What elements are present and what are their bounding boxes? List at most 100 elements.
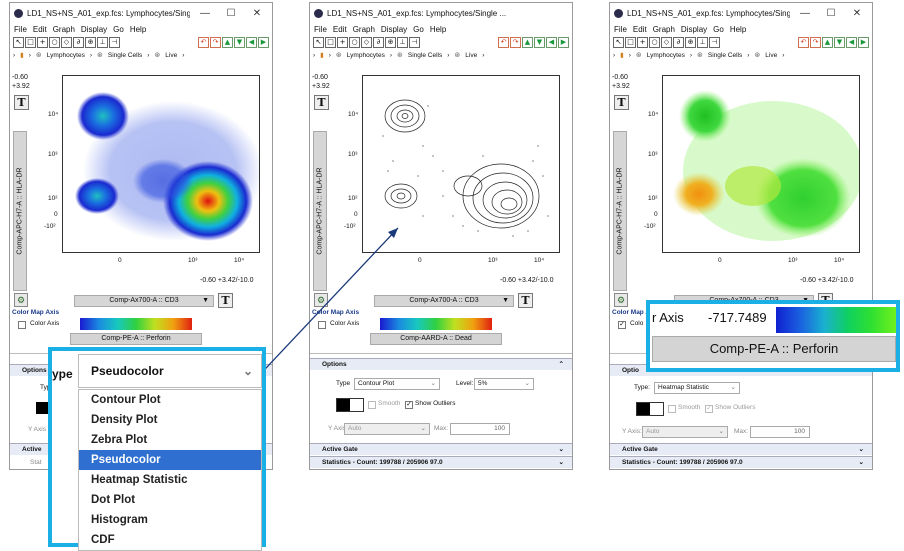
y-axis-selector[interactable]: Comp-APC-H7-A :: HLA-DR: [13, 131, 27, 291]
y-axis-select[interactable]: Auto ⌄: [642, 426, 728, 438]
type-select[interactable]: Heatmap Statistic ⌄: [654, 382, 740, 394]
settings-gear-icon[interactable]: ⚙: [314, 293, 328, 307]
collapse-icon[interactable]: ⌃: [558, 361, 564, 368]
rectangle-gate-icon[interactable]: □: [625, 36, 636, 48]
settings-gear-icon[interactable]: ⚙: [14, 293, 28, 307]
y-axis-select[interactable]: Auto ⌄: [344, 423, 430, 435]
option-heatmap-statistic[interactable]: Heatmap Statistic: [91, 474, 188, 486]
breadcrumb-single-cells[interactable]: Single Cells: [707, 51, 743, 59]
split-gate-icon[interactable]: ⊣: [109, 36, 120, 48]
menu-display[interactable]: Display: [80, 24, 108, 34]
menu-graph[interactable]: Graph: [52, 24, 75, 34]
settings-gear-icon[interactable]: ⚙: [614, 293, 628, 307]
freehand-gate-icon[interactable]: ∂: [73, 36, 84, 48]
x-axis-selector[interactable]: Comp-Ax700-A :: CD3▼: [374, 295, 514, 307]
color-param-selector[interactable]: Comp-PE-A :: Perforin: [652, 336, 896, 362]
redo-icon[interactable]: ↷: [810, 36, 821, 48]
breadcrumb-live[interactable]: Live: [465, 51, 478, 59]
down-arrow-icon[interactable]: ▼: [234, 36, 245, 48]
undo-icon[interactable]: ↶: [498, 36, 509, 48]
color-swatch[interactable]: [636, 402, 664, 416]
polygon-gate-icon[interactable]: ◇: [361, 36, 372, 48]
menu-display[interactable]: Display: [380, 24, 408, 34]
option-cdf[interactable]: CDF: [91, 534, 115, 546]
menu-display[interactable]: Display: [680, 24, 708, 34]
breadcrumb-lymphocytes[interactable]: Lymphocytes: [646, 51, 685, 59]
maximize-button[interactable]: ☐: [226, 7, 236, 19]
expand-icon[interactable]: ⌄: [858, 446, 864, 453]
active-gate-header[interactable]: Active Gate ⌄: [310, 443, 572, 455]
menu-go[interactable]: Go: [113, 24, 124, 34]
x-text-button[interactable]: T: [218, 293, 233, 308]
web-gate-icon[interactable]: ⊕: [385, 36, 396, 48]
expand-icon[interactable]: ⌄: [858, 459, 864, 466]
polygon-gate-icon[interactable]: ◇: [661, 36, 672, 48]
smooth-checkbox[interactable]: [368, 401, 376, 409]
pseudocolor-plot[interactable]: [62, 75, 260, 253]
option-pseudocolor[interactable]: Pseudocolor: [79, 450, 261, 470]
active-gate-header[interactable]: Active Gate ⌄: [610, 443, 872, 455]
breadcrumb-lymphocytes[interactable]: Lymphocytes: [346, 51, 385, 59]
freehand-gate-icon[interactable]: ∂: [673, 36, 684, 48]
right-arrow-icon[interactable]: ▶: [858, 36, 869, 48]
menu-go[interactable]: Go: [413, 24, 424, 34]
menu-edit[interactable]: Edit: [632, 24, 647, 34]
menu-file[interactable]: File: [14, 24, 27, 34]
options-header[interactable]: Options ⌃: [310, 358, 572, 370]
option-contour-plot[interactable]: Contour Plot: [91, 394, 161, 406]
pointer-tool-icon[interactable]: ↖: [313, 36, 324, 48]
color-axis-checkbox[interactable]: ✓: [618, 321, 626, 329]
quadrant-gate-icon[interactable]: +: [337, 36, 348, 48]
menu-help[interactable]: Help: [129, 24, 147, 34]
split-gate-icon[interactable]: ⊣: [709, 36, 720, 48]
contour-plot[interactable]: [362, 75, 560, 253]
minimize-button[interactable]: —: [200, 7, 210, 19]
left-arrow-icon[interactable]: ◀: [846, 36, 857, 48]
ellipse-gate-icon[interactable]: ○: [349, 36, 360, 48]
option-dot-plot[interactable]: Dot Plot: [91, 494, 136, 506]
option-density-plot[interactable]: Density Plot: [91, 414, 158, 426]
color-axis-checkbox[interactable]: [318, 321, 326, 329]
up-arrow-icon[interactable]: ▲: [222, 36, 233, 48]
color-swatch[interactable]: [336, 398, 364, 412]
option-zebra-plot[interactable]: Zebra Plot: [91, 434, 148, 446]
pointer-tool-icon[interactable]: ↖: [13, 36, 24, 48]
level-select[interactable]: 5% ⌄: [474, 378, 534, 390]
breadcrumb-lymphocytes[interactable]: Lymphocytes: [46, 51, 85, 59]
down-arrow-icon[interactable]: ▼: [534, 36, 545, 48]
x-text-button[interactable]: T: [518, 293, 533, 308]
color-swatch[interactable]: [36, 402, 50, 414]
max-input[interactable]: 100: [750, 426, 810, 438]
quadrant-gate-icon[interactable]: +: [37, 36, 48, 48]
y-text-button[interactable]: T: [614, 95, 629, 110]
menu-edit[interactable]: Edit: [32, 24, 47, 34]
minimize-button[interactable]: —: [800, 7, 810, 19]
smooth-checkbox[interactable]: [668, 405, 676, 413]
breadcrumb-live[interactable]: Live: [765, 51, 778, 59]
menu-file[interactable]: File: [614, 24, 627, 34]
rectangle-gate-icon[interactable]: □: [325, 36, 336, 48]
breadcrumb-live[interactable]: Live: [165, 51, 178, 59]
menu-go[interactable]: Go: [713, 24, 724, 34]
color-param-selector[interactable]: Comp-PE-A :: Perforin: [70, 333, 202, 345]
show-outliers-checkbox[interactable]: ✓: [405, 401, 413, 409]
freehand-gate-icon[interactable]: ∂: [373, 36, 384, 48]
close-button[interactable]: ✕: [252, 7, 262, 19]
menu-help[interactable]: Help: [729, 24, 747, 34]
heatmap-plot[interactable]: [662, 75, 860, 253]
menu-graph[interactable]: Graph: [352, 24, 375, 34]
menu-edit[interactable]: Edit: [332, 24, 347, 34]
up-arrow-icon[interactable]: ▲: [522, 36, 533, 48]
rectangle-gate-icon[interactable]: □: [25, 36, 36, 48]
ellipse-gate-icon[interactable]: ○: [49, 36, 60, 48]
right-arrow-icon[interactable]: ▶: [558, 36, 569, 48]
maximize-button[interactable]: ☐: [826, 7, 836, 19]
spider-gate-icon[interactable]: ⊥: [697, 36, 708, 48]
undo-icon[interactable]: ↶: [198, 36, 209, 48]
color-axis-checkbox[interactable]: [18, 321, 26, 329]
down-arrow-icon[interactable]: ▼: [834, 36, 845, 48]
menu-help[interactable]: Help: [429, 24, 447, 34]
y-text-button[interactable]: T: [314, 95, 329, 110]
y-axis-selector[interactable]: Comp-APC-H7-A :: HLA-DR: [313, 131, 327, 291]
redo-icon[interactable]: ↷: [210, 36, 221, 48]
